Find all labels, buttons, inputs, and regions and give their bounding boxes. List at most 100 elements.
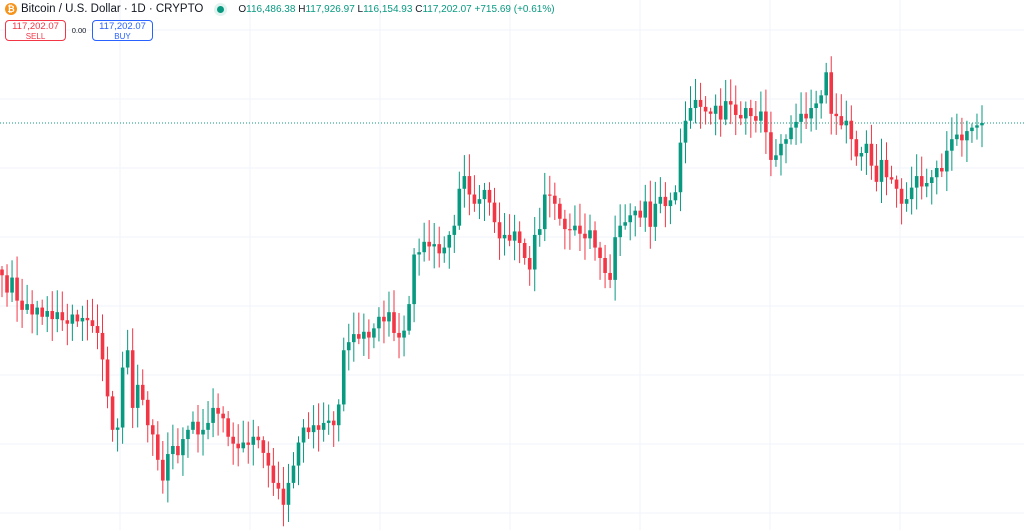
candle-body xyxy=(749,108,753,117)
candle-body xyxy=(135,384,140,408)
candle-body xyxy=(211,407,215,423)
candle-body xyxy=(889,177,894,180)
candle-body xyxy=(492,202,497,223)
candle-body xyxy=(512,231,517,241)
candle-body xyxy=(0,269,4,276)
candle-body xyxy=(497,222,502,239)
candle-body xyxy=(623,222,627,226)
candle-body xyxy=(457,188,462,226)
candle-body xyxy=(819,95,823,104)
candle-body xyxy=(874,165,879,182)
candle-body xyxy=(407,304,411,331)
candle-body xyxy=(648,201,653,227)
candle-body xyxy=(367,331,371,338)
buy-label: BUY xyxy=(114,32,131,41)
candle-body xyxy=(462,176,467,189)
candle-body xyxy=(306,427,311,433)
candle-body xyxy=(166,454,170,481)
candle-body xyxy=(301,427,306,443)
candle-body xyxy=(206,422,210,430)
open-value: 116,486.38 xyxy=(246,3,296,15)
candle-body xyxy=(522,242,527,258)
candle-body xyxy=(784,139,788,144)
candle-body xyxy=(588,230,592,239)
candle-body xyxy=(221,413,225,419)
candle-body xyxy=(125,350,130,368)
candle-body xyxy=(794,121,798,128)
high-value: 117,926.97 xyxy=(305,3,355,15)
candle-body xyxy=(412,254,416,305)
candle-body xyxy=(603,257,607,273)
candle-body xyxy=(90,320,95,327)
candle-body xyxy=(372,328,376,338)
symbol-title[interactable]: Bitcoin / U.S. Dollar · 1D · CRYPTO xyxy=(21,3,204,15)
candle-body xyxy=(266,452,271,466)
candle-body xyxy=(447,234,452,248)
sell-button[interactable]: 117,202.07 SELL xyxy=(5,20,66,41)
candle-body xyxy=(467,176,472,195)
candle-body xyxy=(226,418,230,437)
candle-body xyxy=(341,350,346,405)
buy-button[interactable]: 117,202.07 BUY xyxy=(92,20,153,41)
candle-body xyxy=(563,218,567,230)
candle-body xyxy=(965,131,969,141)
candle-body xyxy=(809,108,813,119)
low-value: 116,154.93 xyxy=(363,3,413,15)
candle-body xyxy=(759,111,763,121)
candle-body xyxy=(95,326,100,333)
candle-body xyxy=(934,168,939,178)
candle-body xyxy=(683,120,688,143)
candle-body xyxy=(15,277,19,301)
spread-value: 0.00 xyxy=(71,26,87,35)
candle-body xyxy=(120,367,125,428)
candle-body xyxy=(427,241,431,247)
candle-body xyxy=(618,225,622,238)
candle-body xyxy=(517,231,522,243)
candle-body xyxy=(869,143,874,166)
candle-body xyxy=(678,142,683,193)
candle-body xyxy=(804,113,808,119)
candle-body xyxy=(487,189,492,203)
candle-body xyxy=(241,442,246,449)
candle-body xyxy=(502,234,507,239)
candle-body xyxy=(5,275,9,293)
candle-body xyxy=(417,252,421,255)
candle-body xyxy=(100,332,105,360)
candle-body xyxy=(85,317,90,321)
candle-body xyxy=(593,230,597,248)
ohlc-values: O116,486.38 H117,926.97 L116,154.93 C117… xyxy=(238,3,555,15)
candle-body xyxy=(532,234,537,270)
candle-body xyxy=(849,120,854,140)
candle-body xyxy=(698,99,703,107)
candle-body xyxy=(693,99,698,109)
candle-body xyxy=(955,134,959,140)
candle-body xyxy=(769,132,773,160)
candle-body xyxy=(311,425,316,433)
candle-body xyxy=(402,330,406,338)
candle-body xyxy=(482,189,487,200)
candle-body xyxy=(829,72,834,114)
candle-body xyxy=(35,307,39,315)
candle-body xyxy=(362,331,366,339)
candle-body xyxy=(115,427,120,430)
candle-body xyxy=(357,334,361,339)
candle-body xyxy=(186,429,190,440)
candle-body xyxy=(663,196,668,207)
candle-body xyxy=(547,194,552,196)
candle-body xyxy=(789,127,793,140)
candle-body xyxy=(181,439,185,456)
candle-body xyxy=(387,312,391,322)
candle-body xyxy=(246,442,251,445)
candle-body xyxy=(50,311,55,320)
candle-body xyxy=(382,316,386,322)
candle-body xyxy=(216,407,220,414)
candle-body xyxy=(30,304,34,315)
candle-body xyxy=(970,127,974,132)
candle-body xyxy=(728,101,733,105)
candle-body xyxy=(191,421,195,430)
candle-body xyxy=(161,459,165,481)
candle-body xyxy=(653,203,658,227)
candle-body xyxy=(844,120,849,126)
